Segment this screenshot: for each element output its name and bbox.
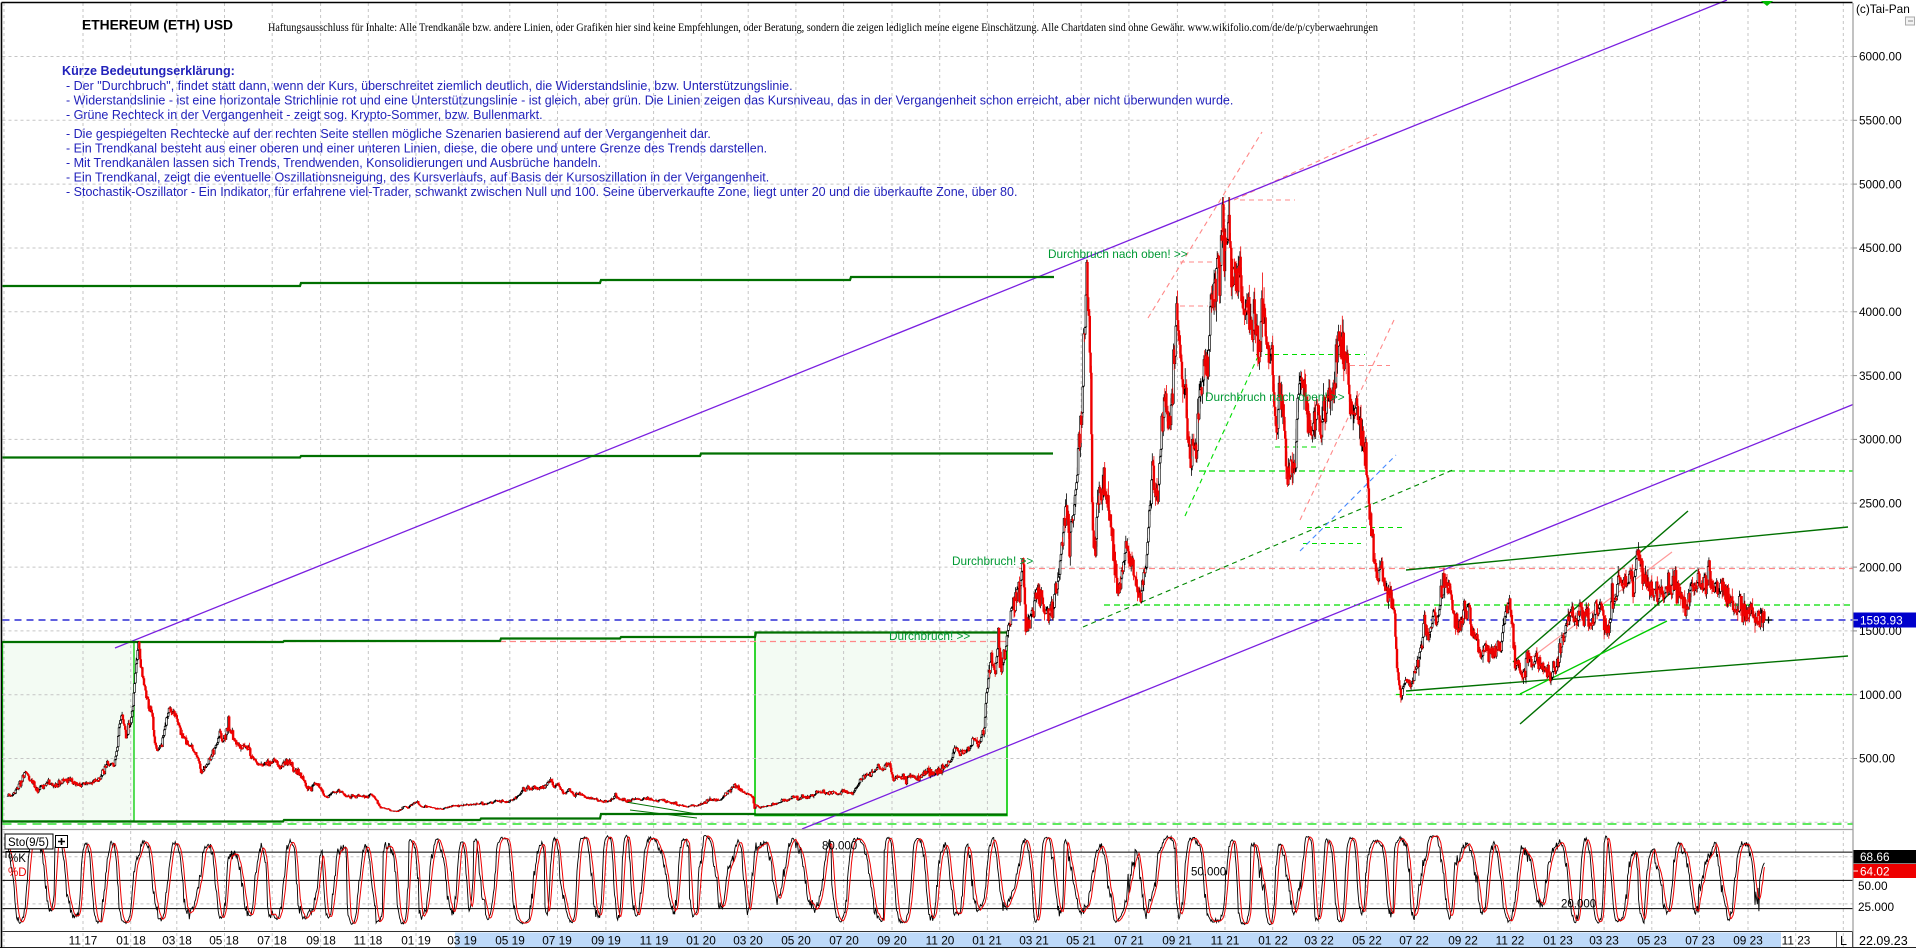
svg-text:03 22: 03 22	[1304, 934, 1334, 948]
svg-text:01 21: 01 21	[972, 934, 1002, 948]
svg-text:11 20: 11 20	[926, 934, 955, 948]
svg-text:03 18: 03 18	[162, 934, 192, 948]
svg-text:50.00: 50.00	[1858, 879, 1888, 893]
svg-text:(c)Tai-Pan: (c)Tai-Pan	[1856, 2, 1910, 16]
svg-text:2000.00: 2000.00	[1859, 560, 1902, 574]
svg-text:05 23: 05 23	[1637, 934, 1667, 948]
svg-text:01 18: 01 18	[116, 934, 146, 948]
svg-text:1000.00: 1000.00	[1859, 688, 1902, 702]
svg-text:20.000: 20.000	[1561, 899, 1596, 911]
svg-text:05 19: 05 19	[495, 934, 525, 948]
svg-text:09 20: 09 20	[877, 934, 907, 948]
svg-text:05 21: 05 21	[1066, 934, 1096, 948]
svg-text:11 21: 11 21	[1211, 934, 1240, 948]
svg-text:- Stochastik-Oszillator - Ein: - Stochastik-Oszillator - Ein Indikator,…	[66, 185, 1017, 199]
svg-text:09 22: 09 22	[1448, 934, 1478, 948]
svg-text:07 22: 07 22	[1399, 934, 1429, 948]
svg-text:03 19: 03 19	[447, 934, 477, 948]
svg-text:- Ein Trendkanal, zeigt die ev: - Ein Trendkanal, zeigt die eventuelle O…	[66, 171, 769, 185]
svg-text:07 20: 07 20	[829, 934, 859, 948]
svg-text:500.00: 500.00	[1859, 752, 1896, 766]
svg-text:%K: %K	[8, 853, 26, 865]
svg-text:4000.00: 4000.00	[1859, 305, 1902, 319]
svg-text:6000.00: 6000.00	[1859, 50, 1902, 64]
svg-text:1593.93: 1593.93	[1860, 614, 1903, 628]
svg-text:80.000: 80.000	[822, 841, 857, 853]
svg-text:11 23: 11 23	[1782, 934, 1811, 948]
svg-text:11 19: 11 19	[640, 934, 669, 948]
svg-text:03 23: 03 23	[1589, 934, 1619, 948]
svg-text:- Die gespiegelten Rechtecke a: - Die gespiegelten Rechtecke auf der rec…	[66, 127, 711, 141]
svg-text:L: L	[1840, 934, 1847, 948]
svg-text:09 23: 09 23	[1733, 934, 1763, 948]
svg-text:09 19: 09 19	[591, 934, 621, 948]
svg-text:07 21: 07 21	[1114, 934, 1144, 948]
svg-text:ETHEREUM (ETH) USD: ETHEREUM (ETH) USD	[82, 18, 233, 33]
svg-text:11 17: 11 17	[69, 934, 98, 948]
svg-text:03 20: 03 20	[733, 934, 763, 948]
svg-text:64.02: 64.02	[1860, 865, 1890, 879]
svg-text:Kürze Bedeutungserklärung:: Kürze Bedeutungserklärung:	[62, 64, 235, 78]
svg-text:09 21: 09 21	[1162, 934, 1192, 948]
svg-text:05 22: 05 22	[1352, 934, 1382, 948]
svg-text:11 18: 11 18	[354, 934, 383, 948]
svg-text:- Ein Trendkanal besteht aus e: - Ein Trendkanal besteht aus einer obere…	[66, 142, 767, 156]
svg-text:3000.00: 3000.00	[1859, 433, 1902, 447]
svg-text:4500.00: 4500.00	[1859, 241, 1902, 255]
svg-text:68.66: 68.66	[1860, 850, 1890, 864]
svg-text:%D: %D	[8, 867, 27, 879]
svg-text:07 19: 07 19	[542, 934, 572, 948]
svg-text:Durchbruch! >>: Durchbruch! >>	[889, 629, 970, 643]
svg-text:Sto(9/5): Sto(9/5)	[8, 837, 49, 849]
svg-text:2500.00: 2500.00	[1859, 496, 1902, 510]
svg-text:5000.00: 5000.00	[1859, 177, 1902, 191]
svg-text:22.09.23: 22.09.23	[1859, 934, 1908, 948]
svg-text:- Der "Durchbruch", findet sta: - Der "Durchbruch", findet statt dann, w…	[66, 79, 793, 93]
svg-text:05 20: 05 20	[781, 934, 811, 948]
svg-text:3500.00: 3500.00	[1859, 369, 1902, 383]
svg-text:Durchbruch nach oben! >>: Durchbruch nach oben! >>	[1205, 390, 1345, 404]
svg-text:01 20: 01 20	[686, 934, 716, 948]
svg-text:- Widerstandslinie - ist eine: - Widerstandslinie - ist eine horizontal…	[66, 94, 1233, 108]
svg-text:- Mit Trendkanälen lassen sich: - Mit Trendkanälen lassen sich Trends, T…	[66, 156, 601, 170]
svg-text:07 18: 07 18	[257, 934, 287, 948]
svg-text:01 22: 01 22	[1258, 934, 1288, 948]
svg-text:03 21: 03 21	[1019, 934, 1049, 948]
svg-text:09 18: 09 18	[306, 934, 336, 948]
svg-text:- Grüne Rechteck in der Vergan: - Grüne Rechteck in der Vergangenheit - …	[66, 108, 543, 122]
svg-text:Durchbruch! >>: Durchbruch! >>	[952, 554, 1033, 568]
svg-text:Haftungsausschluss für Inhalte: Haftungsausschluss für Inhalte: Alle Tre…	[268, 22, 1378, 34]
svg-text:11 22: 11 22	[1496, 934, 1525, 948]
svg-text:5500.00: 5500.00	[1859, 114, 1902, 128]
svg-text:25.000: 25.000	[1858, 900, 1895, 914]
svg-text:01 19: 01 19	[401, 934, 431, 948]
svg-text:05 18: 05 18	[209, 934, 239, 948]
svg-text:07 23: 07 23	[1685, 934, 1715, 948]
svg-text:01 23: 01 23	[1543, 934, 1573, 948]
svg-text:1500.00: 1500.00	[1859, 624, 1902, 638]
svg-text:50.000: 50.000	[1191, 867, 1226, 879]
svg-text:Durchbruch nach oben! >>: Durchbruch nach oben! >>	[1048, 247, 1188, 261]
